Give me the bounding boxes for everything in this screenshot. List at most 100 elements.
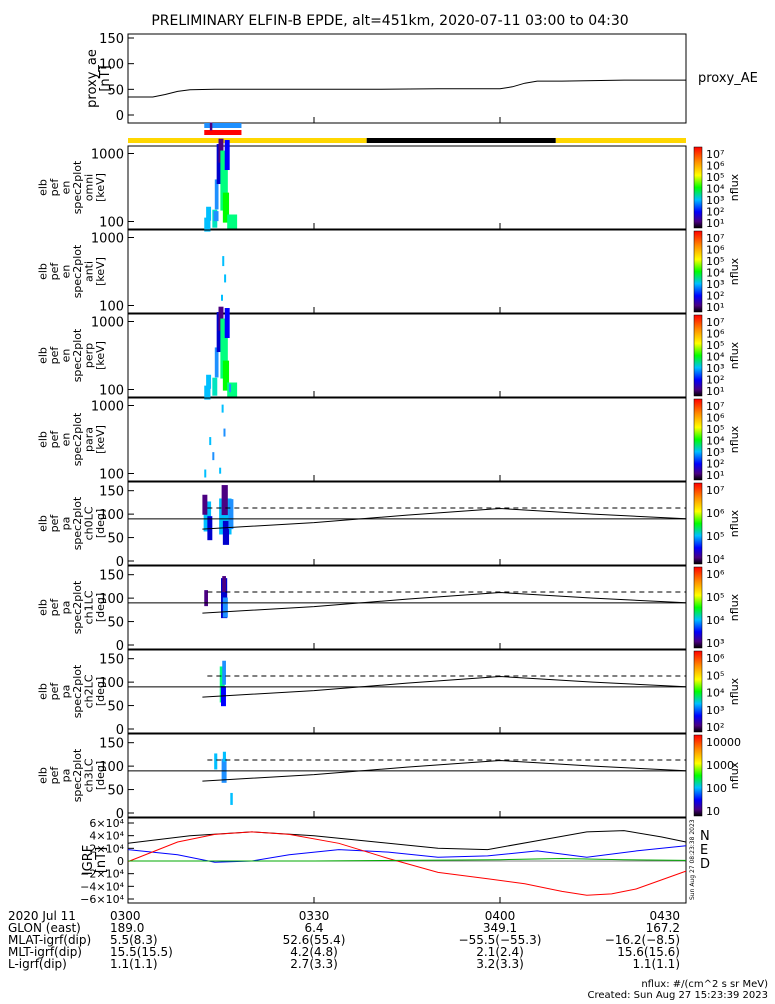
colorbar-tick-label: 10² [706,290,724,303]
y-tick-label: 100 [99,384,124,399]
colorbar-tick-label: 10⁴ [706,351,725,364]
panel-ylabel-line: pef [48,598,61,617]
side-timestamp: Sun Aug 27 08:23:38 2023 [689,819,696,900]
colorbar-tick-label: 10³ [706,194,724,207]
y-tick-label: 100 [99,676,124,691]
panel-frame [127,649,687,734]
y-tick-label: 100 [99,468,124,483]
footer-value: 4.2(4.8) [290,945,338,959]
spectrogram-cell [216,312,223,353]
colorbar-tick-label: 10⁷ [706,484,724,497]
colorbar [693,230,703,313]
panel-ylabel-line: spec2plot [71,748,84,802]
colorbar-tick-label: 1000 [706,759,734,772]
colorbar-tick-label: 10⁵ [706,669,724,682]
colorbar-tick-label: 10⁵ [706,171,724,184]
spectrogram-cell [227,214,238,229]
colorbar-tick-label: 10⁷ [706,148,724,161]
science-zone-bar-red [204,130,242,135]
colorbar-tick-label: 10⁶ [706,507,725,520]
footer-value: 0330 [299,909,330,923]
panel-perp: 1000100elbpefenspec2plotperp[keV]10⁷10⁶1… [37,306,741,400]
spectrogram-cell [221,294,223,301]
colorbar-tick-label: 10⁶ [706,328,725,341]
spectrogram-cell [222,256,225,267]
spectrogram-cell [224,140,230,171]
y-tick-label: 150 [99,569,124,584]
spectrogram-cell [224,308,230,339]
colorbar [693,398,703,481]
footer-value: 2.7(3.3) [290,957,338,971]
footer-value: 1.1(1.1) [110,957,158,971]
igrf-tick-label: −4×10⁴ [80,880,124,893]
spectrogram-cell [222,520,230,545]
spectrogram-cell [212,377,218,396]
igrf-ylabel-line: IGRF [81,845,96,875]
panel-frame [127,565,687,650]
spectrogram-cell [221,485,228,516]
y-tick-label: 50 [107,700,124,715]
created-stamp: Created: Sun Aug 27 15:23:39 2023 [588,990,768,1000]
panel-ylabel: elbpefpaspec2plotch2LC[deg] [37,664,108,718]
panel-ylabel-line: [deg] [94,593,107,622]
colorbar [693,482,703,565]
footer-value: −55.5(−55.3) [459,933,542,947]
spectrogram-cell [224,274,227,283]
science-zone-bar-blue [204,123,242,128]
proxy-ae-line [128,79,686,98]
spectrogram-cell [220,318,228,379]
panel-ylabel-line: [keV] [94,341,107,370]
spectrogram-cell [214,347,219,378]
footer-value: 6.4 [304,921,323,935]
panel-ch2LC: 150 100 50 0 elbpefpaspec2plotch2LC[deg] 10⁶ 1… [37,649,741,738]
panel-frame [127,313,687,398]
panel-ylabel-line: elb [37,347,50,364]
loss-cone-line [202,591,687,614]
panel-ylabel-line: pa [60,517,73,531]
proxy-ae-frame [127,33,687,124]
spectrogram-cell [228,499,234,530]
colorbar-tick-label: 10⁵ [706,255,724,268]
panel-ylabel-line: anti [83,261,96,282]
colorbar-tick-label: 10⁴ [706,553,725,566]
panel-ylabel-line: [deg] [94,677,107,706]
colorbar-tick-label: 10⁴ [706,435,725,448]
panel-ylabel-line: spec2plot [71,160,84,214]
igrf-tick-label: 6×10⁴ [89,817,124,830]
panel-ylabel-line: pa [60,601,73,615]
panel-frame [127,481,687,566]
igrf-tick-label: 0 [117,855,124,868]
panel-frame [127,733,687,818]
panel-anti: 1000100elbpefenspec2plotanti[keV]10⁷10⁶1… [37,229,741,315]
footer-row-label: L-igrf(dip) [8,957,67,971]
colorbar-tick-label: 10³ [706,446,724,459]
proxy-ae-tick-label: 150 [99,32,124,47]
y-tick-label: 1000 [91,400,124,415]
colorbar-tick-label: 10² [706,721,724,734]
spectrogram-cell [219,666,225,703]
footer-value: 189.0 [110,921,144,935]
spectrogram-cell [222,192,230,223]
colorbar-tick-label: 10¹ [706,301,724,314]
colorbar-tick-label: 10⁷ [706,400,724,413]
colorbar-label: nflux [728,509,741,537]
colorbar [693,314,703,397]
footer-value: 15.5(15.5) [110,945,173,959]
panel-ylabel-line: ch1LC [83,590,96,624]
colorbar-tick-label: 10¹ [706,217,724,230]
colorbar-label: nflux [728,173,741,201]
spectrogram-cell [204,469,207,478]
footer-value: 1.1(1.1) [632,957,680,971]
footer-value: −16.2(−8.5) [605,933,680,947]
colorbar-tick-label: 10² [706,458,724,471]
colorbar-tick-label: 10⁵ [706,591,724,604]
panel-ylabel: elbpefpaspec2plotch1LC[deg] [37,580,108,634]
spectrogram-cell [222,597,228,618]
igrf-series-N [127,830,687,851]
spectrogram-cell [216,144,223,185]
panel-ylabel: elbpefenspec2plotpara[keV] [37,412,108,466]
loss-cone-line [202,675,687,698]
panel-ylabel-line: en [60,433,73,447]
